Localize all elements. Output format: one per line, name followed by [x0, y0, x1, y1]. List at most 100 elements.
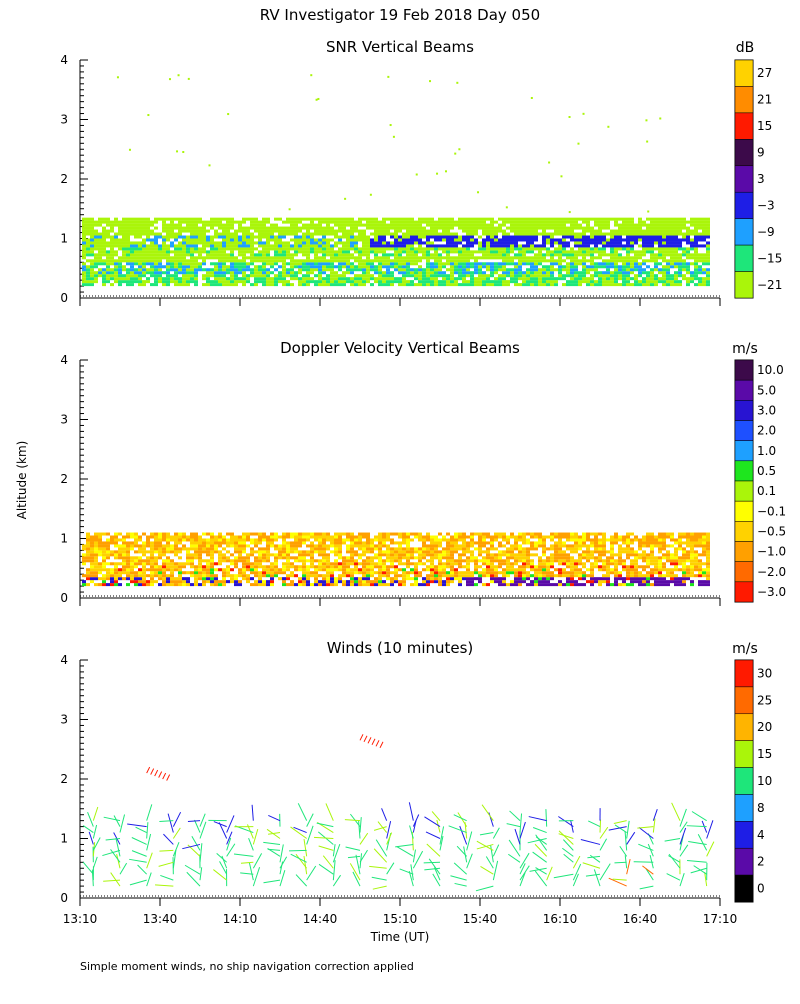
- snr-cell: [654, 262, 658, 265]
- snr-cell: [370, 227, 374, 230]
- snr-cell: [202, 227, 206, 230]
- snr-cell: [606, 271, 610, 274]
- snr-cell: [586, 236, 590, 239]
- snr-cell: [166, 256, 170, 259]
- snr-cell: [146, 247, 150, 250]
- snr-cell: [454, 277, 458, 280]
- snr-cell: [502, 236, 506, 239]
- doppler-cell: [526, 565, 530, 568]
- doppler-cell: [186, 583, 190, 586]
- doppler-cell: [386, 536, 390, 539]
- doppler-cell: [434, 577, 438, 580]
- snr-cell: [226, 283, 230, 286]
- snr-cell: [686, 268, 690, 271]
- doppler-cell: [434, 544, 438, 547]
- doppler-cell: [438, 574, 442, 577]
- snr-cell: [82, 256, 86, 259]
- snr-cell: [86, 233, 90, 236]
- snr-cell: [122, 277, 126, 280]
- doppler-cell: [170, 562, 174, 565]
- doppler-cell: [130, 536, 134, 539]
- snr-cell: [142, 224, 146, 227]
- doppler-cell: [394, 577, 398, 580]
- doppler-cell: [182, 565, 186, 568]
- snr-cell: [486, 265, 490, 268]
- doppler-cell: [250, 538, 254, 541]
- doppler-cell: [558, 571, 562, 574]
- snr-cell: [350, 256, 354, 259]
- snr-cell: [494, 271, 498, 274]
- snr-cell: [582, 262, 586, 265]
- snr-cell: [170, 277, 174, 280]
- snr-cell: [402, 233, 406, 236]
- snr-cell: [214, 236, 218, 239]
- doppler-cell: [222, 574, 226, 577]
- doppler-cell: [374, 556, 378, 559]
- snr-cell: [146, 224, 150, 227]
- snr-cell: [650, 271, 654, 274]
- snr-cell: [694, 224, 698, 227]
- snr-cell: [618, 233, 622, 236]
- doppler-cell: [446, 556, 450, 559]
- doppler-cell: [94, 547, 98, 550]
- snr-cell: [94, 233, 98, 236]
- snr-cell: [650, 283, 654, 286]
- snr-cell: [482, 262, 486, 265]
- snr-cell: [302, 247, 306, 250]
- doppler-cell: [554, 556, 558, 559]
- snr-cell: [530, 256, 534, 259]
- doppler-cell: [110, 536, 114, 539]
- doppler-cell: [406, 577, 410, 580]
- snr-cell: [162, 218, 166, 221]
- snr-cell: [346, 262, 350, 265]
- doppler-cell: [150, 583, 154, 586]
- snr-cell: [662, 250, 666, 253]
- doppler-cell: [222, 541, 226, 544]
- snr-cell: [494, 268, 498, 271]
- snr-cell: [602, 274, 606, 277]
- snr-cell: [162, 236, 166, 239]
- doppler-cell: [350, 577, 354, 580]
- snr-cell: [414, 268, 418, 271]
- snr-cell: [158, 253, 162, 256]
- doppler-cell: [386, 574, 390, 577]
- snr-cell: [670, 224, 674, 227]
- doppler-cell: [246, 580, 250, 583]
- snr-cell: [490, 280, 494, 283]
- snr-cell: [182, 271, 186, 274]
- snr-cell: [194, 221, 198, 224]
- snr-cell: [638, 265, 642, 268]
- snr-cell: [494, 230, 498, 233]
- snr-cell: [282, 244, 286, 247]
- snr-cell: [706, 241, 710, 244]
- doppler-cell: [406, 541, 410, 544]
- snr-cell: [642, 236, 646, 239]
- snr-cell: [402, 244, 406, 247]
- snr-cell: [362, 247, 366, 250]
- doppler-cell: [282, 533, 286, 536]
- doppler-cell: [178, 568, 182, 571]
- snr-cell: [486, 230, 490, 233]
- snr-cell: [426, 247, 430, 250]
- doppler-cell: [498, 565, 502, 568]
- snr-cell: [478, 280, 482, 283]
- doppler-cell: [482, 571, 486, 574]
- doppler-cell: [142, 553, 146, 556]
- snr-cell: [442, 221, 446, 224]
- snr-cell: [382, 241, 386, 244]
- snr-cell: [522, 250, 526, 253]
- snr-cell: [690, 277, 694, 280]
- snr-cell: [586, 277, 590, 280]
- doppler-cell: [166, 577, 170, 580]
- snr-cell: [230, 247, 234, 250]
- doppler-cell: [106, 547, 110, 550]
- snr-cell: [618, 265, 622, 268]
- snr-cell: [558, 218, 562, 221]
- snr-cell: [526, 227, 530, 230]
- snr-cell: [202, 224, 206, 227]
- doppler-cell: [246, 538, 250, 541]
- snr-cell: [610, 274, 614, 277]
- doppler-cell: [442, 547, 446, 550]
- doppler-cell: [438, 568, 442, 571]
- doppler-cell: [190, 544, 194, 547]
